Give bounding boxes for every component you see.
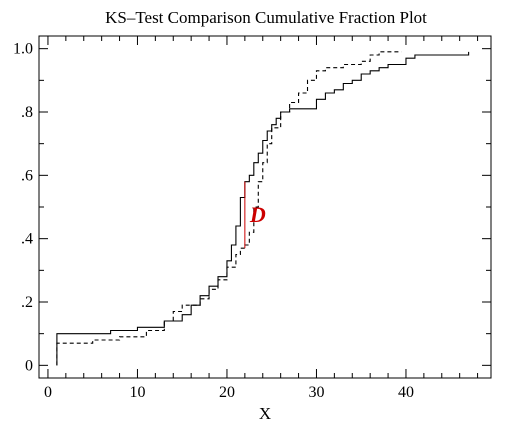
axis-ticks: 0 10 20 30 40 0 .2 .4 .6 .8 1.0 — [13, 36, 491, 401]
y-tick-label: 0 — [25, 357, 33, 374]
series-layer — [56, 51, 470, 366]
d-statistic-label: D — [249, 202, 266, 227]
x-tick-label: 40 — [398, 384, 414, 401]
y-tick-label: .4 — [21, 231, 33, 248]
dashed-cdf-line — [56, 51, 402, 366]
y-tick-label: .8 — [21, 104, 33, 121]
solid-cdf-line — [56, 51, 470, 366]
x-tick-label: 10 — [129, 384, 145, 401]
x-tick-label: 0 — [44, 384, 52, 401]
y-tick-label: .6 — [21, 167, 33, 184]
x-tick-label: 30 — [308, 384, 324, 401]
y-tick-label: 1.0 — [13, 41, 33, 58]
chart-title: KS–Test Comparison Cumulative Fraction P… — [105, 8, 427, 27]
x-tick-label: 20 — [219, 384, 235, 401]
annotation-layer: D — [244, 181, 266, 249]
y-tick-label: .2 — [21, 294, 33, 311]
x-axis-label: X — [259, 404, 271, 423]
